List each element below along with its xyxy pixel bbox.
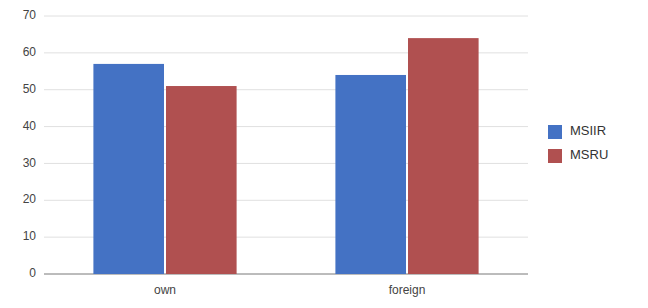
legend-label: MSRU [570, 147, 608, 162]
axes: 0 10 20 30 40 50 60 70 own foreign [23, 8, 528, 297]
legend-label: MSIIR [570, 123, 606, 138]
grid [44, 16, 528, 274]
y-tick-label: 70 [23, 8, 37, 22]
y-tick-label: 20 [23, 192, 37, 206]
bar [93, 64, 164, 274]
x-tick-label: own [154, 283, 176, 297]
y-tick-label: 10 [23, 229, 37, 243]
grid-line [44, 16, 528, 17]
y-tick-label: 50 [23, 82, 37, 96]
y-tick-label: 30 [23, 156, 37, 170]
bars [93, 38, 478, 274]
y-tick-label: 40 [23, 119, 37, 133]
y-tick-label: 60 [23, 45, 37, 59]
legend: MSIIR MSRU [548, 123, 608, 163]
bar [408, 38, 479, 274]
bar [166, 86, 237, 274]
legend-swatch [548, 125, 562, 139]
x-tick-label: foreign [389, 283, 426, 297]
bar [335, 75, 406, 274]
chart: 0 10 20 30 40 50 60 70 own foreign MSIIR MSRU [0, 0, 648, 308]
y-tick-label: 0 [29, 266, 36, 280]
legend-swatch [548, 149, 562, 163]
